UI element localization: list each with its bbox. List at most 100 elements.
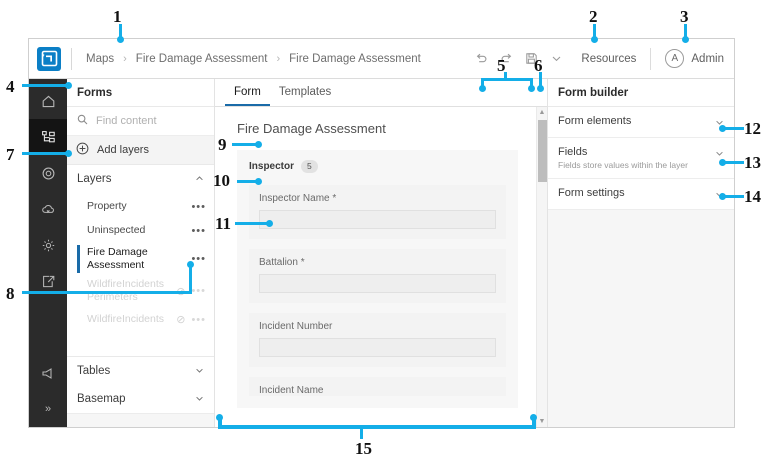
callout-dot-15b	[530, 414, 537, 421]
plus-circle-icon	[76, 142, 89, 158]
callout-line-1	[119, 24, 122, 40]
tab-templates[interactable]: Templates	[278, 85, 332, 98]
battalion-input[interactable]	[259, 274, 496, 294]
undo-icon[interactable]	[474, 52, 488, 66]
callout-dot-8	[187, 261, 194, 268]
redo-icon[interactable]	[499, 52, 513, 66]
callout-number-10: 10	[213, 171, 230, 190]
builder-section-text: Form settings	[558, 187, 715, 199]
field-label: Battalion *	[259, 257, 305, 269]
callout-line-2	[593, 24, 596, 40]
rail-item-announcements[interactable]	[29, 355, 67, 391]
builder-section-form-elements[interactable]: Form elements	[548, 107, 734, 138]
builder-section-fields[interactable]: Fields Fields store values within the la…	[548, 138, 734, 179]
app-header: Maps › Fire Damage Assessment › Fire Dam…	[29, 39, 734, 79]
callout-dot-4	[65, 82, 72, 89]
header-right: Resources A Admin	[581, 47, 724, 70]
callout-line-13	[722, 161, 744, 164]
list-item[interactable]: Property •••	[67, 195, 214, 219]
callout-line-5-span	[481, 78, 533, 81]
breadcrumb-item-map[interactable]: Fire Damage Assessment	[135, 52, 268, 65]
builder-section-label: Fields	[558, 146, 588, 158]
callout-line-15-left	[218, 417, 222, 426]
scroll-up-icon[interactable]: ▲	[538, 109, 546, 116]
chevron-down-icon[interactable]	[549, 52, 563, 66]
avatar[interactable]: A	[665, 49, 685, 68]
list-item[interactable]: Uninspected •••	[67, 219, 214, 243]
header-divider	[71, 47, 72, 70]
chevron-down-icon[interactable]	[195, 366, 204, 377]
callout-dot-11	[266, 220, 273, 227]
callout-number-11: 11	[215, 214, 232, 233]
form-group-inspector[interactable]: Inspector 5 Inspector Name * Battalion *	[237, 150, 518, 409]
list-item[interactable]: WildfireIncidents ⊘ •••	[67, 308, 214, 332]
canvas-scrollbar[interactable]: ▲ ▼	[536, 107, 547, 427]
breadcrumb-item-layer[interactable]: Fire Damage Assessment	[289, 52, 421, 65]
breadcrumb-separator-icon: ›	[123, 52, 127, 65]
callout-line-5-left	[481, 78, 484, 88]
chevron-down-icon[interactable]	[195, 394, 204, 405]
divider	[67, 356, 214, 357]
callout-dot-5b	[528, 85, 535, 92]
callout-line-5-right	[530, 78, 533, 88]
add-layers-button[interactable]: Add layers	[67, 136, 214, 165]
rail-item-expand[interactable]: »	[44, 403, 52, 415]
layer-name: Fire Damage Assessment	[87, 246, 148, 272]
incident-number-input[interactable]	[259, 338, 496, 358]
callout-number-6: 6	[534, 56, 543, 75]
search-row[interactable]: Find content	[67, 107, 214, 136]
save-icon[interactable]	[524, 52, 538, 66]
form-field[interactable]: Battalion *	[249, 249, 506, 304]
tab-form[interactable]: Form	[225, 79, 270, 106]
canvas-tabs: Form Templates	[215, 79, 547, 107]
rail-item-cloud-off[interactable]	[29, 191, 67, 227]
layer-menu-icon[interactable]: •••	[191, 285, 206, 298]
breadcrumb-item-maps[interactable]: Maps	[86, 52, 115, 65]
layer-menu-icon[interactable]: •••	[191, 225, 206, 237]
form-field[interactable]: Inspector Name *	[249, 185, 506, 240]
builder-section-form-settings[interactable]: Form settings	[548, 179, 734, 210]
callout-number-15: 15	[355, 439, 372, 458]
list-item[interactable]: WildfireIncidents Perimeters ⊘ •••	[67, 275, 214, 307]
scrollbar-track[interactable]	[537, 116, 547, 418]
rail-item-settings[interactable]	[29, 227, 67, 263]
form-canvas: Form Templates Fire Damage Assessment In…	[215, 79, 548, 427]
callout-number-3: 3	[680, 7, 689, 26]
callout-line-15-stem	[360, 428, 363, 439]
layer-name: Property	[87, 200, 127, 213]
inspector-name-input[interactable]	[259, 210, 496, 230]
header-divider-2	[650, 47, 652, 70]
arcgis-logo-icon[interactable]	[37, 46, 61, 71]
builder-section-label: Form settings	[558, 187, 625, 199]
callout-number-4: 4	[6, 77, 15, 96]
form-field[interactable]: Incident Name	[249, 377, 506, 397]
resources-link[interactable]: Resources	[581, 52, 637, 65]
list-item[interactable]: Fire Damage Assessment •••	[67, 243, 214, 275]
layer-menu-icon[interactable]: •••	[191, 313, 206, 326]
layers-section-label: Layers	[77, 173, 112, 185]
layer-menu-icon[interactable]: •••	[191, 253, 206, 266]
rail-item-forms[interactable]	[29, 119, 67, 155]
basemap-section-header[interactable]: Basemap	[67, 385, 214, 413]
rail-item-share-export[interactable]	[29, 263, 67, 299]
rail-item-home[interactable]	[29, 83, 67, 119]
layer-list: Property ••• Uninspected ••• Fire Damage…	[67, 193, 214, 332]
rail-item-target[interactable]	[29, 155, 67, 191]
chevron-down-icon[interactable]	[715, 118, 724, 129]
callout-number-14: 14	[744, 187, 761, 206]
chevron-down-icon[interactable]	[715, 149, 724, 160]
search-input[interactable]: Find content	[96, 115, 157, 127]
callout-line-15-right	[532, 417, 536, 426]
layer-menu-icon[interactable]: •••	[191, 201, 206, 213]
tables-section-header[interactable]: Tables	[67, 357, 214, 385]
callout-number-7: 7	[6, 145, 15, 164]
user-menu-label[interactable]: Admin	[691, 52, 724, 65]
callout-dot-15a	[216, 414, 223, 421]
callout-dot-5a	[479, 85, 486, 92]
layers-section-header[interactable]: Layers	[67, 165, 214, 193]
status-badge: 5	[301, 160, 318, 174]
form-field[interactable]: Incident Number	[249, 313, 506, 368]
chevron-up-icon[interactable]	[195, 174, 204, 185]
scroll-down-icon[interactable]: ▼	[538, 418, 546, 425]
scrollbar-thumb[interactable]	[538, 120, 547, 182]
